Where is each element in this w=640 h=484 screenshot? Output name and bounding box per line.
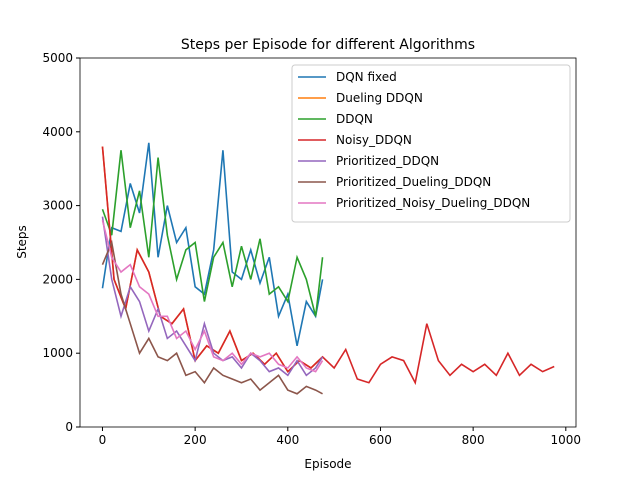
x-tick-label: 600 [369,433,392,447]
series-line [101,146,555,386]
chart-title: Steps per Episode for different Algorith… [181,37,475,53]
plot-frame [79,57,577,428]
series-line [101,220,324,373]
x-tick-label: 1000 [551,433,582,447]
x-axis-label: Episode [304,457,351,471]
x-tick-label: 800 [462,433,485,447]
series-line [101,239,323,395]
legend-label: DDQN [336,112,373,126]
series-line [101,150,324,317]
y-tick-label: 2000 [42,272,73,286]
y-tick-label: 1000 [42,346,73,360]
x-tick-label: 400 [276,433,299,447]
legend-box [291,64,571,223]
y-tick-label: 4000 [42,125,73,139]
y-tick-label: 0 [65,420,73,434]
y-axis-label: Steps [15,225,29,259]
legend-label: Dueling DDQN [336,91,423,105]
legend-label: Prioritized_Noisy_Dueling_DDQN [336,196,530,210]
legend-label: Noisy_DDQN [336,133,412,147]
legend-label: Prioritized_DDQN [336,154,439,168]
y-tick-label: 3000 [42,199,73,213]
legend-label: DQN fixed [336,70,397,84]
legend-label: Prioritized_Dueling_DDQN [336,175,491,189]
series-line [101,216,324,377]
x-tick-label: 0 [99,433,107,447]
series-line [101,142,324,346]
x-tick-label: 200 [184,433,207,447]
y-tick-label: 5000 [42,51,73,65]
